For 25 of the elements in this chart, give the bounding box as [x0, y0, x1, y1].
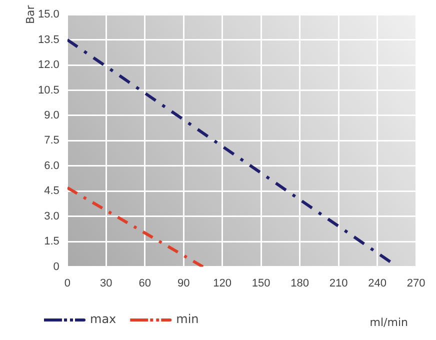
y-tick-label: 9.0	[44, 110, 60, 122]
legend-label: max	[90, 312, 116, 326]
y-axis-title: Bar	[24, 5, 37, 24]
legend-label: min	[176, 312, 199, 326]
x-tick-label: 240	[368, 277, 386, 290]
y-tick-label: 3.0	[44, 210, 60, 222]
y-tick-label: 1.5	[44, 236, 60, 248]
x-tick-label: 210	[329, 277, 348, 290]
x-tick-label: 0	[64, 277, 70, 290]
y-tick-label: 15.0	[38, 8, 60, 21]
y-tick-label: 4.5	[44, 185, 60, 198]
x-tick-label: 150	[252, 277, 270, 290]
x-tick-label: 30	[100, 277, 112, 290]
x-tick-label: 90	[177, 277, 190, 290]
y-tick-label: 0	[53, 260, 60, 273]
y-tick-label: 6.0	[44, 160, 60, 172]
y-tick-label: 13.5	[38, 34, 60, 46]
x-tick-label: 120	[213, 277, 232, 290]
x-tick-label: 180	[290, 277, 309, 290]
x-tick-label: 270	[406, 277, 426, 290]
y-tick-label: 7.5	[44, 134, 60, 147]
y-tick-label: 10.5	[38, 84, 60, 96]
y-tick-label: 12.0	[38, 59, 60, 72]
x-axis-title: ml/min	[370, 316, 408, 329]
x-tick-label: 60	[138, 277, 151, 290]
